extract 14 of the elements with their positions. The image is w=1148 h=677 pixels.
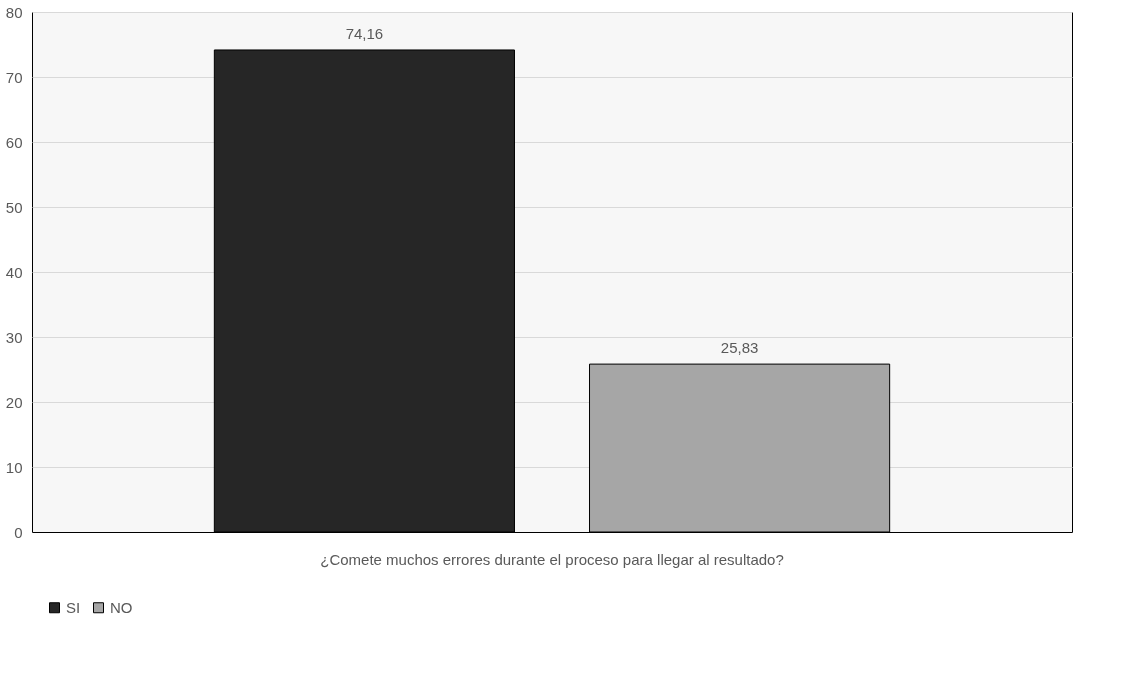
data-label: 25,83: [720, 339, 759, 357]
y-tick-label: 40: [5, 263, 23, 281]
y-tick-label: 30: [5, 328, 23, 346]
legend-label: SI: [66, 598, 81, 616]
legend-label: NO: [110, 598, 133, 616]
y-tick-label: 20: [5, 393, 23, 411]
y-tick-label: 60: [5, 133, 23, 151]
y-tick-label: 10: [5, 458, 23, 476]
y-tick-label: 0: [14, 523, 23, 541]
y-tick-label: 70: [5, 68, 23, 86]
y-tick-label: 80: [5, 3, 23, 21]
data-label: 74,16: [345, 24, 384, 42]
x-tick-label: ¿Comete muchos errores durante el proceso para llegar al resultado?: [320, 550, 784, 568]
y-tick-label: 50: [5, 198, 23, 216]
